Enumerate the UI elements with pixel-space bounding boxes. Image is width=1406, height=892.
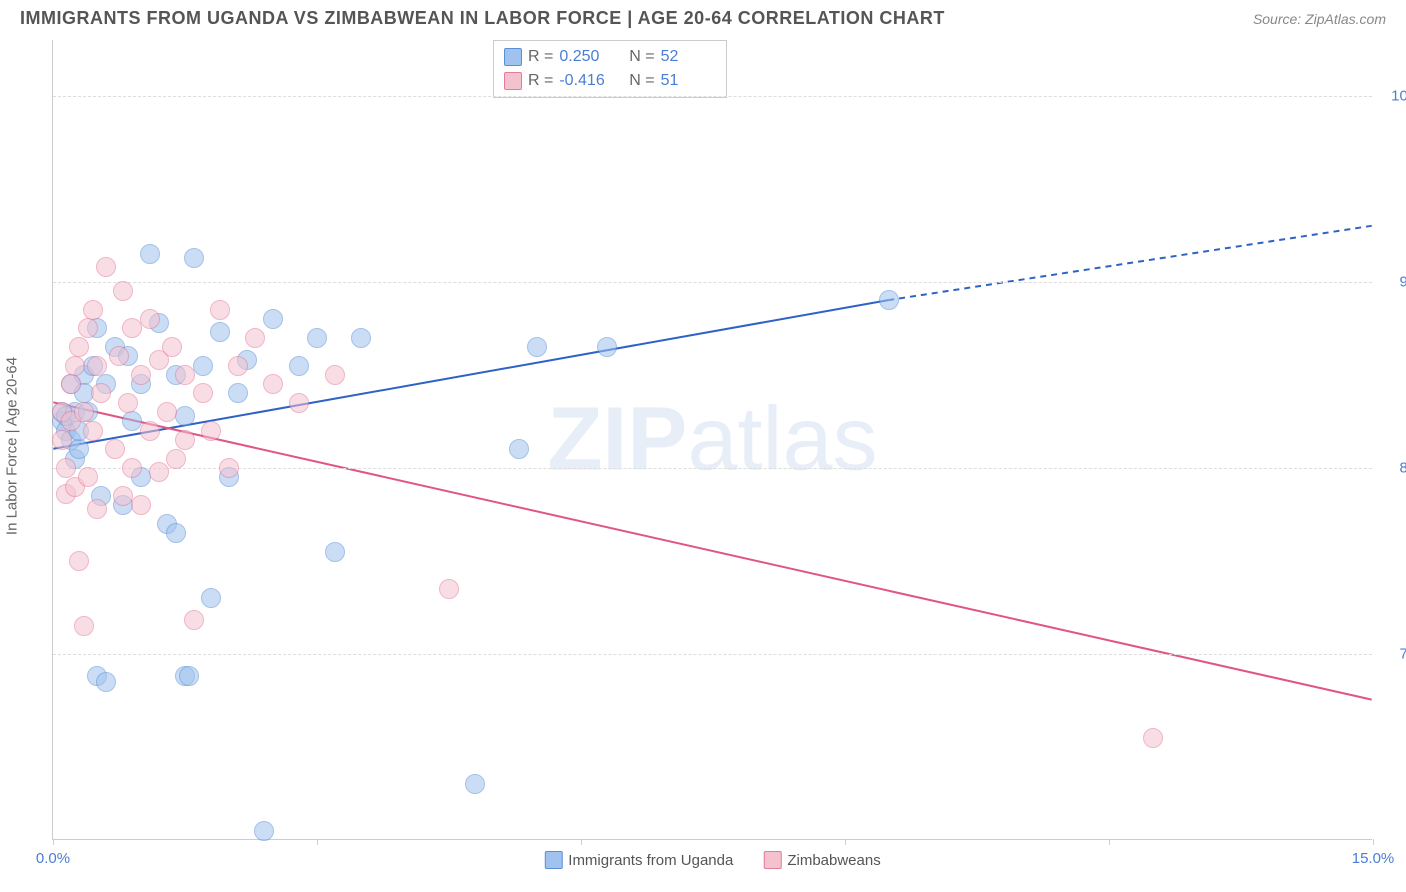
scatter-point-uganda (325, 542, 345, 562)
scatter-point-zimbabwe (91, 383, 111, 403)
scatter-point-zimbabwe (109, 346, 129, 366)
scatter-point-uganda (263, 309, 283, 329)
scatter-point-zimbabwe (140, 309, 160, 329)
scatter-point-zimbabwe (61, 374, 81, 394)
scatter-point-zimbabwe (87, 356, 107, 376)
scatter-point-zimbabwe (184, 610, 204, 630)
legend-swatch-uganda (544, 851, 562, 869)
scatter-point-uganda (69, 439, 89, 459)
x-tick-label: 0.0% (36, 850, 70, 867)
scatter-point-zimbabwe (228, 356, 248, 376)
scatter-point-uganda (140, 244, 160, 264)
scatter-point-zimbabwe (166, 449, 186, 469)
y-tick-label: 100.0% (1382, 87, 1406, 104)
scatter-point-uganda (289, 356, 309, 376)
scatter-point-zimbabwe (219, 458, 239, 478)
scatter-point-uganda (175, 406, 195, 426)
y-tick-label: 90.0% (1382, 273, 1406, 290)
scatter-point-uganda (166, 523, 186, 543)
x-tick-mark (1109, 839, 1110, 845)
scatter-point-zimbabwe (74, 402, 94, 422)
chart-plot-area: ZIPatlas R =0.250 N =52R =-0.416 N =51 I… (52, 40, 1372, 840)
x-tick-label: 15.0% (1352, 850, 1395, 867)
scatter-point-uganda (254, 821, 274, 841)
scatter-point-zimbabwe (193, 383, 213, 403)
scatter-point-uganda (307, 328, 327, 348)
y-axis-label: In Labor Force | Age 20-64 (4, 357, 21, 535)
legend-item-uganda: Immigrants from Uganda (544, 851, 733, 869)
scatter-point-zimbabwe (439, 579, 459, 599)
scatter-point-zimbabwe (83, 421, 103, 441)
trend-lines (53, 40, 1372, 839)
scatter-point-zimbabwe (210, 300, 230, 320)
scatter-point-uganda (465, 774, 485, 794)
scatter-point-zimbabwe (245, 328, 265, 348)
chart-title: IMMIGRANTS FROM UGANDA VS ZIMBABWEAN IN … (20, 8, 945, 29)
scatter-point-zimbabwe (131, 365, 151, 385)
scatter-point-uganda (96, 672, 116, 692)
scatter-point-uganda (201, 588, 221, 608)
scatter-point-zimbabwe (105, 439, 125, 459)
gridline (53, 654, 1372, 655)
x-tick-mark (53, 839, 54, 845)
x-tick-mark (1373, 839, 1374, 845)
scatter-point-zimbabwe (201, 421, 221, 441)
scatter-point-zimbabwe (96, 257, 116, 277)
scatter-point-zimbabwe (175, 365, 195, 385)
scatter-point-zimbabwe (65, 356, 85, 376)
gridline (53, 282, 1372, 283)
scatter-point-zimbabwe (131, 495, 151, 515)
y-tick-label: 80.0% (1382, 459, 1406, 476)
scatter-point-uganda (527, 337, 547, 357)
scatter-point-uganda (179, 666, 199, 686)
scatter-point-zimbabwe (118, 393, 138, 413)
gridline (53, 468, 1372, 469)
legend-swatch-zimbabwe (763, 851, 781, 869)
scatter-point-zimbabwe (56, 458, 76, 478)
x-tick-mark (317, 839, 318, 845)
scatter-point-zimbabwe (263, 374, 283, 394)
scatter-point-zimbabwe (78, 467, 98, 487)
scatter-point-zimbabwe (69, 337, 89, 357)
scatter-point-uganda (351, 328, 371, 348)
scatter-point-zimbabwe (325, 365, 345, 385)
scatter-point-uganda (228, 383, 248, 403)
source-attribution: Source: ZipAtlas.com (1253, 11, 1386, 27)
scatter-point-zimbabwe (149, 462, 169, 482)
scatter-point-zimbabwe (69, 551, 89, 571)
y-tick-label: 70.0% (1382, 645, 1406, 662)
gridline (53, 96, 1372, 97)
legend: Immigrants from Uganda Zimbabweans (544, 851, 880, 869)
scatter-point-uganda (210, 322, 230, 342)
trend-line-dashed-uganda (888, 226, 1371, 300)
scatter-point-zimbabwe (1143, 728, 1163, 748)
scatter-point-zimbabwe (52, 430, 72, 450)
x-tick-mark (581, 839, 582, 845)
legend-item-zimbabwe: Zimbabweans (763, 851, 880, 869)
scatter-point-zimbabwe (289, 393, 309, 413)
scatter-point-zimbabwe (175, 430, 195, 450)
x-tick-mark (845, 839, 846, 845)
legend-label: Immigrants from Uganda (568, 852, 733, 869)
scatter-point-zimbabwe (140, 421, 160, 441)
scatter-point-uganda (509, 439, 529, 459)
scatter-point-uganda (184, 248, 204, 268)
scatter-point-uganda (193, 356, 213, 376)
scatter-point-zimbabwe (122, 458, 142, 478)
legend-label: Zimbabweans (787, 852, 880, 869)
scatter-point-zimbabwe (157, 402, 177, 422)
scatter-point-zimbabwe (83, 300, 103, 320)
scatter-point-uganda (879, 290, 899, 310)
scatter-point-uganda (597, 337, 617, 357)
scatter-point-zimbabwe (74, 616, 94, 636)
scatter-point-zimbabwe (113, 281, 133, 301)
trend-line-zimbabwe (53, 402, 1371, 699)
scatter-point-zimbabwe (87, 499, 107, 519)
scatter-point-zimbabwe (78, 318, 98, 338)
scatter-point-zimbabwe (162, 337, 182, 357)
